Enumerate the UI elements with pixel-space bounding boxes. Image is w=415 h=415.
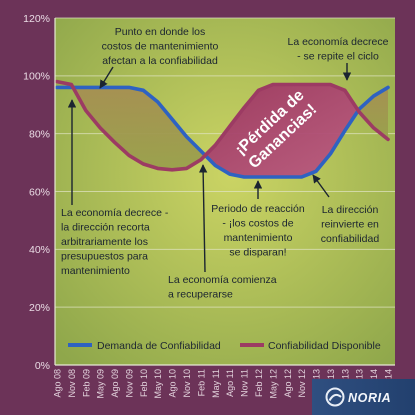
x-tick-label: Ago 09	[110, 369, 120, 398]
annotation-text: presupuestos para	[61, 251, 148, 263]
x-tick-label: Nov 10	[182, 369, 192, 398]
x-tick-label: Ago 08	[53, 369, 63, 398]
x-tick-label: May 12	[268, 369, 278, 399]
x-tick-label: May 09	[96, 369, 106, 399]
y-tick-label: 40%	[29, 244, 50, 256]
y-tick-label: 80%	[29, 129, 50, 141]
annotation-text: Periodo de reacción	[211, 203, 305, 215]
x-tick-label: Feb 12	[254, 369, 264, 397]
lost-profit-area	[205, 84, 359, 177]
annotation-text: a recuperarse	[168, 289, 233, 301]
annotation-arrow	[198, 164, 208, 273]
x-tick-label: Ago 12	[283, 369, 293, 398]
annotation-text: - ¡los costos de	[222, 218, 293, 230]
y-tick-label: 20%	[29, 302, 50, 314]
y-tick-label: 100%	[23, 71, 50, 83]
demand-reliability-line	[55, 85, 390, 179]
legend-label: Demanda de Confiabilidad	[97, 340, 221, 352]
x-tick-label: Nov 11	[240, 369, 250, 397]
annotation-text: la dirección recorta	[61, 222, 150, 234]
annotation-arrow	[312, 174, 330, 198]
annotation: La economía comienza a recuperarse	[168, 164, 277, 301]
y-tick-label: 60%	[29, 186, 50, 198]
series-lines	[55, 79, 390, 179]
annotation-text: mantenimiento	[224, 232, 293, 244]
y-tick-label: 120%	[23, 13, 50, 25]
x-tick-label: Ago 11	[225, 369, 235, 397]
annotation-text: costos de mantenimiento	[102, 41, 219, 53]
annotation-text: La dirección	[322, 204, 379, 216]
annotation: Punto en donde los costos de mantenimient…	[99, 26, 219, 89]
logo-wordmark: NORIA	[348, 391, 391, 405]
legend-label: Confiabilidad Disponible	[268, 340, 381, 352]
x-tick-label: Nov 08	[67, 369, 77, 398]
x-tick-label: Feb 09	[81, 369, 91, 397]
annotation-arrow	[99, 66, 114, 89]
x-tick-label: Feb 11	[196, 369, 206, 396]
annotation-text: reinvierte en	[321, 219, 379, 231]
x-tick-label: May 10	[153, 369, 163, 399]
annotation-text: La economía decrece	[288, 36, 389, 48]
annotation-text: confiabilidad	[321, 233, 380, 245]
annotation: La dirección reinvierte en confiabilidad	[312, 174, 380, 245]
annotation-text: La economía decrece -	[61, 207, 169, 219]
x-tick-label: Feb 10	[139, 369, 149, 397]
annotation-text: afectan a la confiabilidad	[102, 55, 218, 67]
annotation-text: se disparan!	[229, 247, 286, 259]
noria-logo: NORIA	[312, 379, 415, 415]
annotation-text: La economía comienza	[168, 274, 277, 286]
annotation-text: arbitrariamente los	[61, 236, 148, 248]
x-tick-label: Nov 09	[125, 369, 135, 398]
reliability-gap-area	[358, 87, 388, 140]
annotation: La economía decrece - se repite el ciclo	[288, 36, 389, 81]
x-tick-label: Nov 12	[297, 369, 307, 398]
shaded-areas	[73, 84, 388, 177]
noria-swirl-icon	[325, 387, 345, 407]
y-tick-label: 0%	[35, 360, 50, 372]
available-reliability-line	[55, 79, 390, 172]
logo-background	[312, 379, 415, 415]
annotation-text: - se repite el ciclo	[297, 51, 379, 63]
reliability-gap-area	[73, 87, 206, 170]
legend: Demanda de Confiabilidad Confiabilidad Di…	[68, 340, 381, 352]
annotation: Periodo de reacción - ¡los costos de mante…	[211, 180, 305, 259]
annotation-text: mantenimiento	[61, 265, 130, 277]
x-tick-label: Ago 10	[168, 369, 178, 398]
annotation-text: Punto en donde los	[115, 26, 206, 38]
x-tick-label: May 11	[211, 369, 221, 398]
annotation: La economía decrece - la dirección recort…	[61, 99, 169, 277]
